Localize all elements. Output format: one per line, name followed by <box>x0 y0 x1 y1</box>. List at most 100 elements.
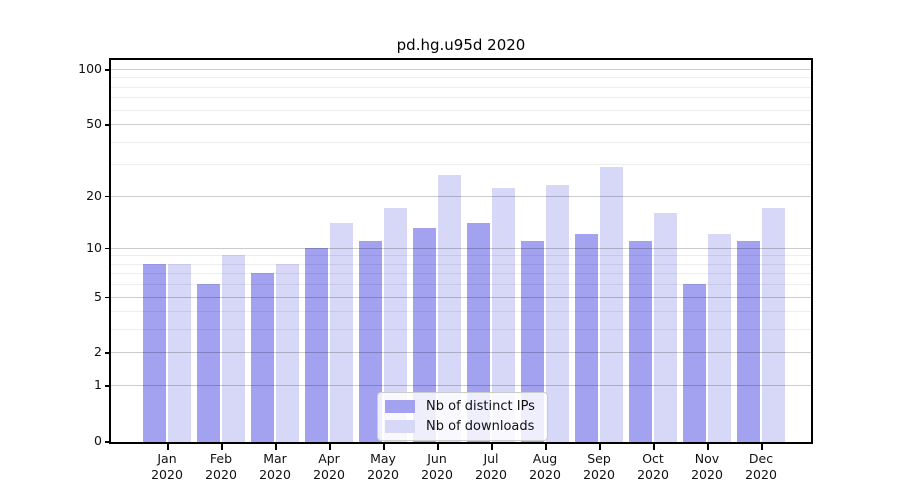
bar-distinct-ips-feb <box>197 284 220 442</box>
bar-downloads-may <box>384 208 407 442</box>
x-tick-mark <box>329 444 331 450</box>
bar-distinct-ips-sep <box>575 234 598 442</box>
gridline-minor <box>111 77 811 79</box>
x-tick-month: Feb <box>209 451 233 466</box>
legend-item-downloads: Nb of downloads <box>385 419 535 434</box>
gridline-major <box>111 69 811 70</box>
gridline-major <box>111 124 811 126</box>
bar-distinct-ips-may <box>359 240 382 442</box>
x-tick-month: May <box>370 451 396 466</box>
x-tick-year: 2020 <box>205 467 237 482</box>
x-tick-label: Dec 2020 <box>734 451 788 483</box>
bar-downloads-oct <box>654 212 677 442</box>
chart-title: pd.hg.u95d 2020 <box>396 36 526 54</box>
bar-downloads-nov <box>708 234 731 442</box>
x-tick-year: 2020 <box>313 467 345 482</box>
gridline-major <box>111 247 811 249</box>
x-tick-mark <box>707 444 709 450</box>
x-tick-mark <box>221 444 223 450</box>
bar-distinct-ips-apr <box>305 247 328 442</box>
x-tick-year: 2020 <box>583 467 615 482</box>
x-tick-mark <box>761 444 763 450</box>
y-tick-label: 0 <box>94 433 102 448</box>
gridline-minor <box>111 273 811 275</box>
bar-downloads-aug <box>546 184 569 442</box>
x-tick-label: Apr 2020 <box>302 451 356 483</box>
y-tick-label: 100 <box>78 61 102 76</box>
bar-downloads-mar <box>276 263 299 442</box>
legend-item-distinct-ips: Nb of distinct IPs <box>385 399 535 414</box>
y-tick-mark <box>105 247 111 250</box>
y-tick-mark <box>105 385 111 387</box>
x-tick-month: Aug <box>532 451 558 466</box>
y-tick-mark <box>105 69 111 71</box>
gridline-minor <box>111 141 811 143</box>
x-tick-month: Mar <box>263 451 287 466</box>
y-tick-mark <box>105 124 111 126</box>
bar-downloads-feb <box>222 255 245 442</box>
plot-area <box>111 60 811 442</box>
x-tick-mark <box>383 444 385 450</box>
gridline-minor <box>111 255 811 257</box>
bar-downloads-jan <box>168 263 191 442</box>
x-tick-month: Sep <box>587 451 611 466</box>
x-tick-year: 2020 <box>367 467 399 482</box>
y-tick-mark <box>105 195 111 198</box>
x-tick-month: Jul <box>483 451 499 466</box>
bar-downloads-apr <box>330 222 353 442</box>
bar-downloads-dec <box>762 208 785 442</box>
x-tick-year: 2020 <box>421 467 453 482</box>
x-tick-mark <box>545 444 547 450</box>
y-tick-label: 5 <box>94 288 102 304</box>
bar-distinct-ips-mar <box>251 273 274 442</box>
x-tick-month: Dec <box>748 451 774 466</box>
x-tick-mark <box>167 444 169 450</box>
x-tick-year: 2020 <box>529 467 561 482</box>
legend-label-downloads: Nb of downloads <box>426 419 535 434</box>
bar-distinct-ips-nov <box>683 284 706 442</box>
legend: Nb of distinct IPs Nb of downloads <box>377 392 548 441</box>
gridline-minor <box>111 164 811 166</box>
x-tick-label: Nov 2020 <box>680 451 734 483</box>
gridline-minor <box>111 109 811 111</box>
x-tick-mark <box>275 444 277 450</box>
x-tick-month: Apr <box>318 451 340 466</box>
x-tick-mark <box>599 444 601 450</box>
x-tick-label: Feb 2020 <box>194 451 248 483</box>
x-tick-label: Jun 2020 <box>410 451 464 483</box>
x-tick-month: Oct <box>642 451 664 466</box>
x-tick-label: Aug 2020 <box>518 451 572 483</box>
x-tick-label: Jan 2020 <box>140 451 194 483</box>
x-tick-year: 2020 <box>259 467 291 482</box>
gridline-minor <box>111 86 811 88</box>
x-tick-year: 2020 <box>691 467 723 482</box>
legend-swatch-downloads <box>385 420 415 433</box>
gridline-major <box>111 195 811 197</box>
gridline-minor <box>111 97 811 99</box>
x-tick-mark <box>437 444 439 450</box>
y-tick-label: 1 <box>94 377 102 393</box>
x-tick-label: Mar 2020 <box>248 451 302 483</box>
x-tick-label: Oct 2020 <box>626 451 680 483</box>
bar-distinct-ips-aug <box>521 240 544 442</box>
bar-distinct-ips-jul <box>467 222 490 442</box>
x-tick-mark <box>491 444 493 450</box>
x-tick-year: 2020 <box>745 467 777 482</box>
y-tick-mark <box>105 352 111 354</box>
y-tick-label: 20 <box>86 187 102 203</box>
bar-distinct-ips-oct <box>629 240 652 442</box>
bar-downloads-sep <box>600 166 623 442</box>
x-tick-year: 2020 <box>475 467 507 482</box>
y-tick-label: 50 <box>86 116 102 132</box>
bar-distinct-ips-dec <box>737 240 760 442</box>
x-tick-label: Jul 2020 <box>464 451 518 483</box>
bar-distinct-ips-jan <box>143 263 166 442</box>
gridline-minor <box>111 263 811 265</box>
x-tick-month: Jan <box>157 451 177 466</box>
x-tick-year: 2020 <box>637 467 669 482</box>
bar-downloads-jun <box>438 175 461 442</box>
legend-swatch-distinct-ips <box>385 400 415 413</box>
y-tick-mark <box>105 441 111 443</box>
bar-downloads-jul <box>492 188 515 442</box>
